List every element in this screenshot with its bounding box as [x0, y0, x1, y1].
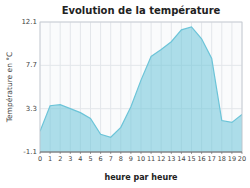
x-tick [242, 152, 243, 154]
x-tick-label: 4 [78, 155, 82, 163]
plot-background [40, 22, 242, 152]
x-tick [191, 152, 192, 154]
x-tick-label: 16 [197, 155, 205, 163]
y-tick-label: 12.1 [21, 18, 37, 26]
x-tick [60, 152, 61, 154]
x-tick [110, 152, 111, 154]
x-tick [70, 152, 71, 154]
x-tick-label: 11 [147, 155, 155, 163]
x-tick [120, 152, 121, 154]
x-tick-label: 0 [38, 155, 42, 163]
y-tick-label: 7.7 [26, 61, 37, 69]
x-tick [80, 152, 81, 154]
x-tick [40, 152, 41, 154]
grid-line-x [110, 22, 111, 152]
y-axis-label: Température en °C [5, 52, 14, 124]
x-tick [141, 152, 142, 154]
x-tick [231, 152, 232, 154]
x-tick-label: 18 [218, 155, 226, 163]
title: Evolution de la température [62, 5, 221, 16]
x-tick [90, 152, 91, 154]
x-tick-label: 8 [119, 155, 123, 163]
x-tick [130, 152, 131, 154]
y-tick-label: -1.1 [23, 148, 37, 156]
x-tick-label: 1 [48, 155, 52, 163]
x-tick-label: 20 [238, 155, 246, 163]
x-tick-label: 14 [177, 155, 185, 163]
x-tick-label: 6 [99, 155, 103, 163]
area [40, 27, 242, 152]
x-tick [151, 152, 152, 154]
x-tick-label: 7 [109, 155, 113, 163]
x-axis-label: heure par heure [104, 173, 178, 182]
x-tick [50, 152, 51, 154]
x-tick [161, 152, 162, 154]
x-tick-label: 19 [228, 155, 236, 163]
x-tick-label: 10 [137, 155, 145, 163]
x-tick-label: 15 [187, 155, 195, 163]
x-tick-label: 9 [129, 155, 133, 163]
x-tick-label: 13 [167, 155, 175, 163]
grid-line-x [100, 22, 101, 152]
line [40, 27, 242, 137]
data-layer [40, 27, 242, 152]
x-tick-label: 12 [157, 155, 165, 163]
chart: -1.13.37.712.101234567891011121314151617… [0, 0, 250, 188]
x-tick [211, 152, 212, 154]
x-tick [100, 152, 101, 154]
x-axis: 01234567891011121314151617181920 [38, 152, 246, 163]
y-axis: -1.1 3.3 7.7 12.1 [21, 18, 37, 156]
x-tick [201, 152, 202, 154]
x-tick [221, 152, 222, 154]
x-tick-label: 2 [58, 155, 62, 163]
x-tick [181, 152, 182, 154]
x-tick [171, 152, 172, 154]
y-tick-label: 3.3 [26, 105, 37, 113]
x-tick-label: 3 [68, 155, 72, 163]
x-tick-label: 5 [88, 155, 92, 163]
chart-container: -1.13.37.712.101234567891011121314151617… [0, 0, 250, 188]
x-tick-label: 17 [208, 155, 216, 163]
plot-frame [40, 22, 242, 152]
grid [40, 22, 242, 152]
